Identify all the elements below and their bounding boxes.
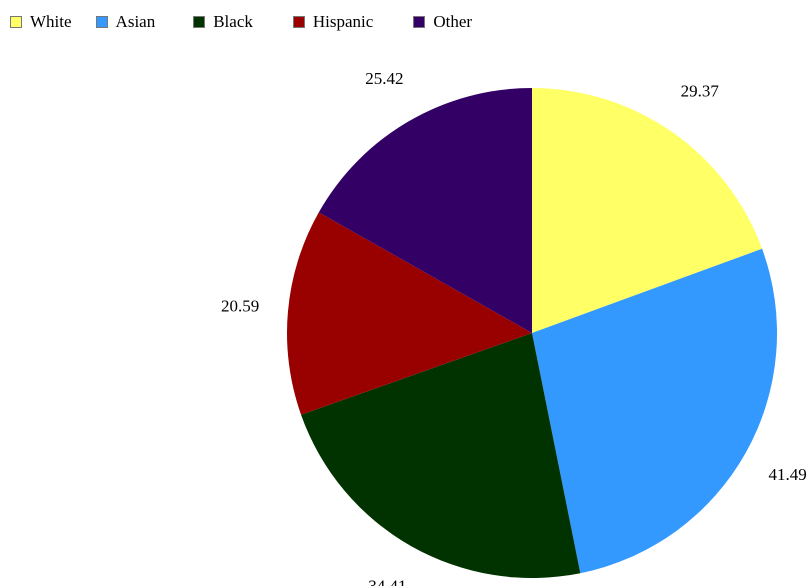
legend-label: White: [30, 12, 72, 31]
pie-value-label: 29.37: [681, 82, 720, 101]
pie-value-labels: 29.37 41.49 34.41 20.59 25.42: [221, 69, 807, 586]
pie-slice-white: [532, 88, 763, 333]
pie-slice-black: [301, 333, 581, 579]
chart-legend: White Asian Black Hispanic Other: [10, 11, 472, 33]
pie-slice-asian: [532, 248, 778, 574]
legend-item-black: Black: [193, 12, 253, 32]
legend-swatch: [292, 16, 305, 28]
legend-item-white: White: [10, 12, 72, 32]
legend-item-hispanic: Hispanic: [292, 12, 374, 32]
legend-label: Asian: [115, 12, 156, 31]
legend-label: Other: [433, 12, 473, 31]
legend-label: Black: [213, 12, 253, 31]
pie-value-label: 41.49: [768, 465, 806, 484]
pie-value-label: 25.42: [365, 69, 403, 88]
legend-swatch: [95, 16, 108, 28]
pie-slice-other: [318, 88, 532, 333]
legend-item-other: Other: [413, 12, 472, 32]
legend-label: Hispanic: [312, 12, 374, 31]
pie-value-label: 20.59: [221, 296, 259, 315]
legend-swatch: [193, 16, 206, 28]
legend-swatch: [413, 16, 426, 28]
legend-swatch: [10, 16, 22, 28]
pie-slices: [287, 88, 778, 579]
legend-item-asian: Asian: [95, 12, 156, 32]
pie-value-label: 34.41: [368, 577, 406, 586]
pie-slice-hispanic: [287, 212, 532, 415]
